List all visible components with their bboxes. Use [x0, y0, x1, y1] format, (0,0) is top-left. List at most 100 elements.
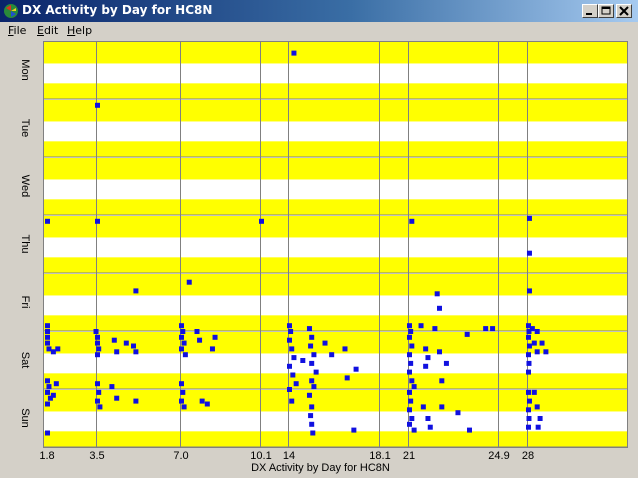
activity-point [95, 102, 100, 108]
menu-help[interactable]: Help [67, 24, 92, 37]
day-label-mon: Mon [19, 59, 31, 80]
activity-point [291, 50, 297, 56]
activity-point [45, 340, 50, 346]
activity-point [313, 369, 319, 375]
title-bar[interactable]: DX Activity by Day for HC8N [0, 0, 638, 22]
activity-point [434, 291, 440, 297]
activity-point [53, 381, 59, 387]
x-tick-label: 10.1 [250, 450, 271, 462]
activity-point [290, 372, 296, 378]
activity-point [427, 424, 433, 430]
activity-point [180, 389, 186, 395]
activity-point [543, 349, 549, 355]
maximize-button[interactable] [598, 4, 614, 18]
activity-point [133, 398, 139, 404]
activity-point [407, 389, 412, 395]
activity-point [180, 329, 186, 334]
activity-point [46, 346, 52, 352]
activity-chart: Mon Tue Wed Thu Fri Sat Sun 1.8 3.5 7.0 10.1 14 18.1… [19, 41, 628, 474]
x-tick-label: 3.5 [89, 450, 104, 462]
day-stripe-bottom [43, 315, 628, 331]
menu-edit-accel: E [37, 24, 44, 37]
day-stripe-bottom [43, 431, 628, 447]
activity-point [45, 329, 50, 334]
activity-point [423, 346, 429, 352]
activity-point [409, 416, 415, 421]
activity-point [464, 331, 470, 337]
activity-point [344, 375, 350, 381]
x-tick-label: 28 [522, 450, 534, 462]
activity-point [439, 404, 445, 410]
activity-point [526, 398, 532, 404]
activity-point [45, 378, 50, 384]
day-stripe-bottom [43, 373, 628, 389]
day-stripe-bottom [43, 199, 628, 215]
day-label-wed: Wed [19, 175, 31, 197]
activity-point [455, 410, 461, 416]
activity-point [133, 349, 139, 355]
activity-point [179, 323, 184, 329]
menu-file[interactable]: File [8, 24, 26, 37]
activity-point [526, 334, 531, 340]
activity-point [322, 340, 328, 346]
day-stripe-bottom [43, 141, 628, 157]
day-stripe-top [43, 42, 628, 64]
activity-point [311, 352, 317, 358]
activity-point [300, 358, 306, 363]
activity-point [50, 392, 56, 398]
activity-point [291, 355, 297, 361]
close-button[interactable] [616, 4, 632, 18]
activity-point [45, 430, 50, 436]
activity-point [310, 430, 316, 436]
menu-bar: File Edit Help [0, 22, 638, 41]
activity-point [97, 404, 103, 410]
day-label-sun: Sun [19, 408, 31, 428]
day-label-fri: Fri [19, 296, 31, 309]
activity-point [287, 387, 292, 392]
menu-file-label: ile [13, 24, 27, 37]
day-stripe-top [43, 216, 628, 238]
activity-point [531, 340, 537, 346]
activity-point [409, 343, 415, 349]
x-tick-label: 14 [283, 450, 295, 462]
day-stripe-bottom [43, 257, 628, 273]
menu-edit[interactable]: Edit [37, 24, 58, 37]
activity-point [46, 384, 52, 390]
day-stripe-bottom [43, 83, 628, 99]
activity-point [411, 384, 417, 390]
activity-point [526, 343, 532, 349]
activity-point [181, 404, 187, 410]
activity-point [55, 346, 61, 352]
activity-point [408, 398, 414, 404]
activity-point [407, 407, 412, 413]
activity-point [209, 346, 215, 352]
activity-point [182, 352, 188, 358]
activity-point [526, 329, 532, 334]
day-label-thu: Thu [19, 235, 31, 254]
chart-area: Mon Tue Wed Thu Fri Sat Sun 1.8 3.5 7.0 10.1 14 18.1… [0, 41, 638, 478]
activity-point [408, 329, 414, 334]
activity-point [529, 326, 535, 332]
minimize-button[interactable] [582, 4, 598, 18]
activity-point [45, 334, 50, 340]
activity-point [311, 384, 317, 390]
activity-point [95, 218, 100, 224]
x-axis-label: DX Activity by Day for HC8N [251, 462, 390, 474]
activity-point [490, 326, 496, 332]
activity-point [306, 392, 312, 398]
app-icon[interactable] [3, 3, 19, 19]
activity-point [351, 427, 357, 433]
day-stripe-top [43, 100, 628, 122]
activity-point [483, 326, 489, 332]
day-stripe-top [43, 332, 628, 354]
day-label-sat: Sat [19, 352, 31, 369]
activity-point [526, 407, 531, 413]
activity-point [534, 349, 540, 355]
activity-point [287, 363, 292, 369]
activity-point [408, 360, 414, 366]
activity-point [526, 288, 532, 294]
activity-point [420, 404, 426, 410]
activity-point [443, 360, 449, 366]
activity-point [526, 416, 532, 421]
